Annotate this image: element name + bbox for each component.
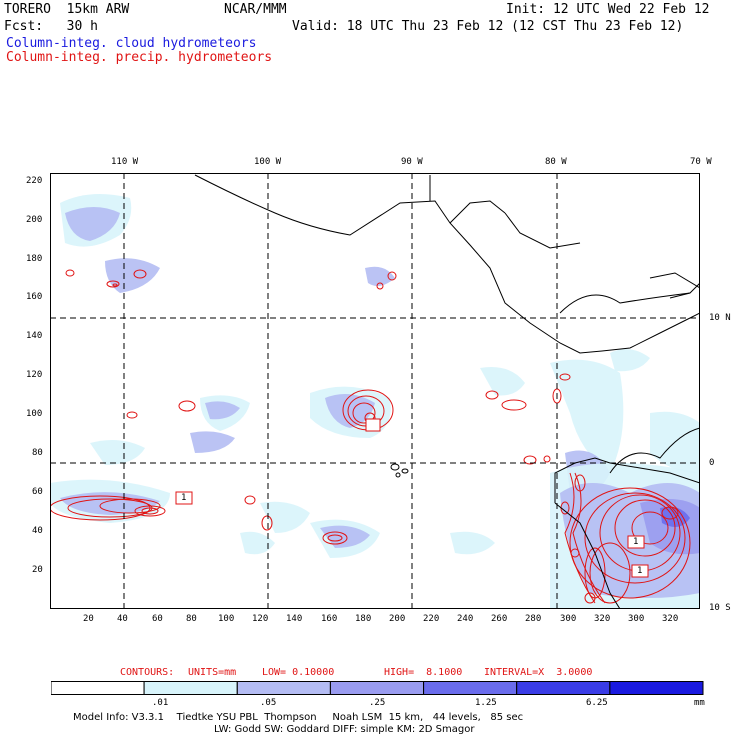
precip-contours: [50, 269, 691, 604]
legend-value: 6.25: [586, 698, 608, 708]
legend-cell: [329, 681, 424, 695]
init-time: Init: 12 UTC Wed 22 Feb 12: [506, 2, 710, 17]
contour-low: LOW= 0.10000: [262, 667, 335, 678]
contour-units: UNITS=mm: [188, 667, 237, 678]
x-tick: 220: [423, 614, 440, 624]
legend-value: .05: [260, 698, 277, 708]
model-info: Model Info: V3.3.1 Tiedtke YSU PBL Thomp…: [73, 712, 524, 723]
legend-cell: [516, 681, 611, 695]
lon-label-70w: 70 W: [690, 157, 712, 167]
x-tick: 200: [389, 614, 406, 624]
legend-unit: mm: [694, 698, 705, 708]
y-tick: 160: [26, 292, 43, 302]
lon-label-80w: 80 W: [545, 157, 567, 167]
contour-label: 1: [637, 566, 643, 576]
x-tick: 180: [355, 614, 372, 624]
x-tick: 120: [252, 614, 269, 624]
legend-value: 1.25: [475, 698, 497, 708]
legend-value: .25: [369, 698, 386, 708]
org-label: NCAR/MMM: [224, 2, 287, 17]
contour-high: HIGH= 8.1000: [384, 667, 463, 678]
x-tick-300: 300: [628, 614, 645, 624]
legend-cell: [143, 681, 238, 695]
lat-label-0: 0: [709, 458, 715, 468]
x-tick: 20: [83, 614, 94, 624]
y-tick: 180: [26, 254, 43, 264]
y-tick: 60: [32, 487, 43, 497]
contour-interval: INTERVAL=X 3.0000: [484, 667, 593, 678]
y-tick: 120: [26, 370, 43, 380]
y-tick: 100: [26, 409, 43, 419]
legend-cell: [51, 681, 145, 695]
model-physics: LW: Godd SW: Goddard DIFF: simple KM: 2D…: [214, 724, 475, 735]
x-tick: 320: [594, 614, 611, 624]
coastlines: [194, 174, 700, 609]
lon-label-90w: 90 W: [401, 157, 423, 167]
lon-label-100w: 100 W: [254, 157, 282, 167]
x-tick: 60: [152, 614, 163, 624]
x-tick: 280: [525, 614, 542, 624]
graticule: [50, 173, 700, 609]
x-tick: 80: [186, 614, 197, 624]
contour-label: 1: [633, 537, 639, 547]
valid-time: Valid: 18 UTC Thu 23 Feb 12 (12 CST Thu …: [292, 19, 684, 34]
y-tick: 220: [26, 176, 43, 186]
x-tick-320: 320: [662, 614, 679, 624]
legend-cell: [609, 681, 704, 695]
lat-label-10n: 10 N: [709, 313, 731, 323]
model-title: TORERO 15km ARW: [4, 2, 130, 17]
x-tick: 40: [117, 614, 128, 624]
color-legend: [51, 681, 704, 695]
map-border: [50, 173, 700, 609]
map-panel: [50, 173, 700, 609]
lon-label-110w: 110 W: [111, 157, 139, 167]
contour-label: 1: [181, 493, 187, 503]
legend-cell: [236, 681, 331, 695]
y-tick: 80: [32, 448, 43, 458]
legend-cell: [423, 681, 518, 695]
contour-label-boxes: [175, 418, 649, 578]
field-cloud-label: Column-integ. cloud hydrometeors: [6, 36, 257, 51]
y-tick: 40: [32, 526, 43, 536]
x-tick: 160: [321, 614, 338, 624]
forecast-hour: Fcst: 30 h: [4, 19, 98, 34]
y-tick: 140: [26, 331, 43, 341]
x-tick: 100: [218, 614, 235, 624]
lat-label-10s: 10 S: [709, 603, 731, 613]
y-tick: 200: [26, 215, 43, 225]
x-tick: 260: [491, 614, 508, 624]
contour-prefix: CONTOURS:: [120, 667, 175, 678]
legend-value: .01: [152, 698, 169, 708]
x-tick: 300: [560, 614, 577, 624]
x-tick: 140: [286, 614, 303, 624]
y-tick: 20: [32, 565, 43, 575]
field-precip-label: Column-integ. precip. hydrometeors: [6, 50, 273, 65]
x-tick: 240: [457, 614, 474, 624]
